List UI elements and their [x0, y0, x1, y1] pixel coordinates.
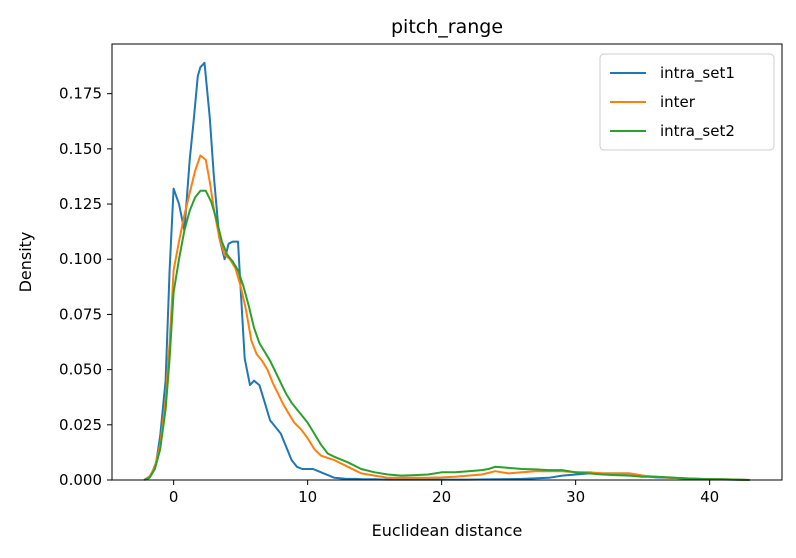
y-tick-label: 0.100 — [59, 250, 102, 268]
x-tick-label: 40 — [700, 488, 719, 506]
x-axis-label: Euclidean distance — [372, 521, 523, 540]
plot-frame — [111, 43, 783, 481]
y-axis: 0.000 0.025 0.050 0.075 0.100 0.125 0.150 0.175 — [59, 85, 112, 489]
x-tick-label: 30 — [566, 488, 585, 506]
legend-box — [599, 53, 775, 151]
y-tick-label: 0.150 — [59, 140, 102, 158]
legend-label: intra_set2 — [660, 122, 735, 141]
x-tick-label: 20 — [432, 488, 451, 506]
legend-label: intra_set1 — [660, 64, 735, 83]
y-tick-label: 0.000 — [59, 471, 102, 489]
legend-label: inter — [660, 93, 696, 111]
y-tick-label: 0.125 — [59, 195, 102, 213]
y-axis-label: Density — [16, 232, 35, 293]
plot-area — [143, 61, 750, 481]
y-tick-label: 0.050 — [59, 361, 102, 379]
series-line-intra-set1 — [143, 61, 750, 481]
series-line-intra-set2 — [143, 189, 750, 481]
y-tick-label: 0.025 — [59, 416, 102, 434]
x-tick-label: 0 — [169, 488, 179, 506]
y-tick-label: 0.175 — [59, 85, 102, 103]
series-line-inter — [143, 154, 750, 481]
x-axis: 0 10 20 30 40 — [169, 480, 719, 506]
chart-title: pitch_range — [391, 16, 503, 38]
x-tick-label: 10 — [298, 488, 317, 506]
y-tick-label: 0.075 — [59, 305, 102, 323]
